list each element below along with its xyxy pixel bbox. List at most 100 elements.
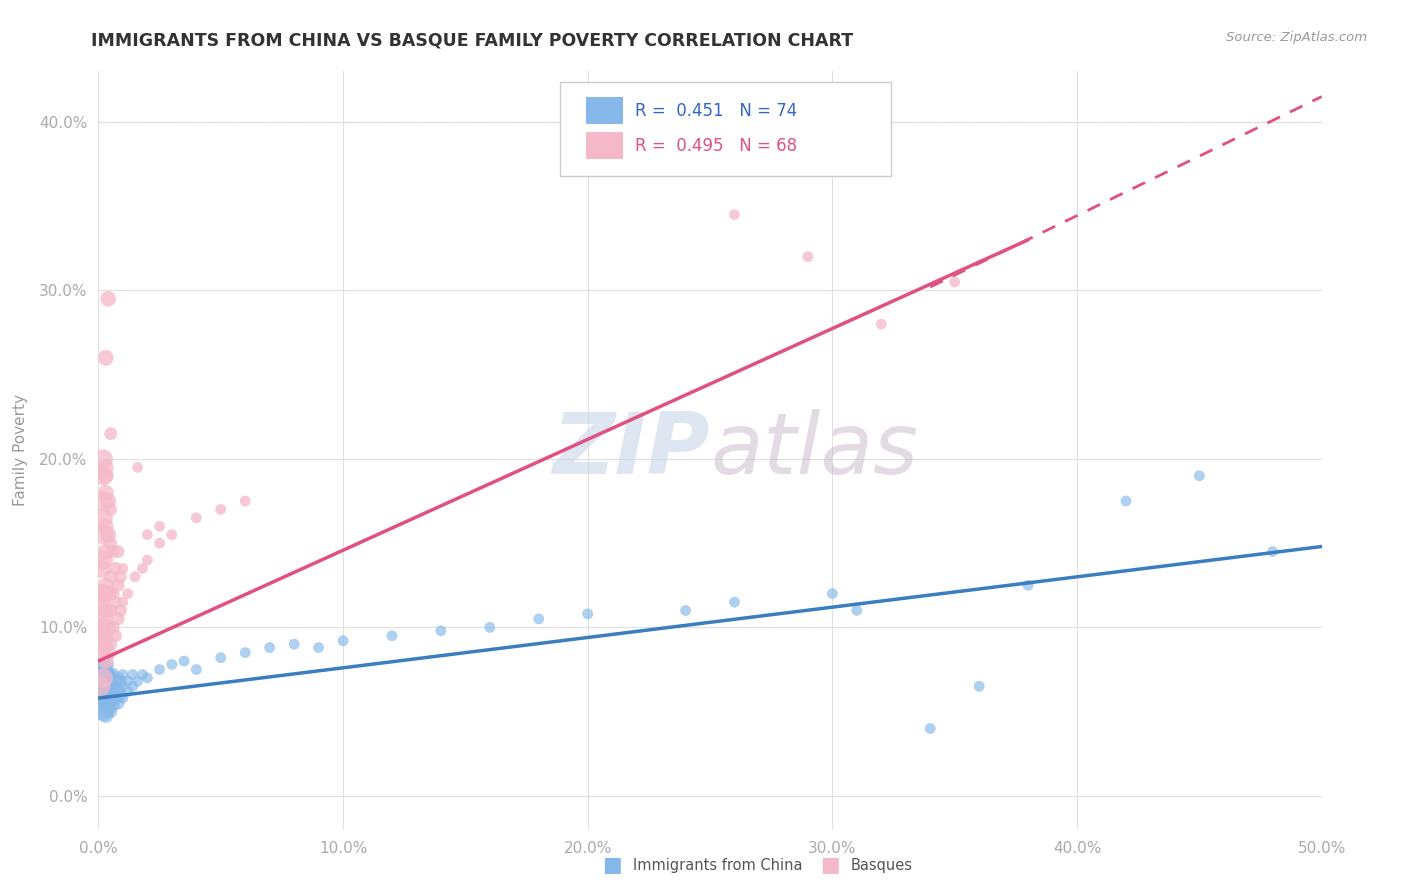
Point <box>111 561 134 575</box>
Point <box>136 671 159 685</box>
Point <box>160 657 183 672</box>
Point <box>186 663 208 677</box>
Point <box>723 595 745 609</box>
Point <box>90 696 112 710</box>
Point <box>90 629 112 643</box>
Point <box>90 646 112 660</box>
Point <box>104 691 127 706</box>
Point <box>821 587 844 601</box>
Point <box>91 661 114 675</box>
FancyBboxPatch shape <box>560 82 891 176</box>
Text: atlas: atlas <box>710 409 918 492</box>
Point <box>97 494 120 508</box>
Point <box>90 679 112 693</box>
Point <box>107 612 129 626</box>
Point <box>91 705 114 719</box>
Point <box>723 208 745 222</box>
Point <box>111 595 134 609</box>
Point <box>94 544 117 558</box>
Point <box>675 603 697 617</box>
Point <box>478 620 501 634</box>
Point <box>104 561 127 575</box>
Point <box>1115 494 1137 508</box>
Point <box>101 678 124 692</box>
Point <box>430 624 453 638</box>
Point <box>100 426 122 441</box>
Point <box>91 691 114 706</box>
Point <box>121 679 143 693</box>
Text: ■: ■ <box>602 855 621 875</box>
Point <box>131 667 153 681</box>
Point <box>90 688 112 702</box>
Point <box>94 578 117 592</box>
Point <box>1261 544 1284 558</box>
Point <box>94 629 117 643</box>
Point <box>100 688 122 702</box>
Point <box>100 671 122 685</box>
Point <box>283 637 305 651</box>
Point <box>110 570 132 584</box>
Point <box>209 650 232 665</box>
Point <box>91 494 114 508</box>
Point <box>94 674 117 689</box>
Point <box>107 544 129 558</box>
Point <box>97 646 120 660</box>
Point <box>117 684 139 698</box>
Point <box>136 553 159 567</box>
Y-axis label: Family Poverty: Family Poverty <box>13 394 28 507</box>
Point <box>90 679 112 693</box>
Point <box>576 607 599 621</box>
Point <box>117 674 139 689</box>
Point <box>332 633 354 648</box>
Point <box>160 527 183 541</box>
Point <box>90 561 112 575</box>
Point <box>100 502 122 516</box>
Point <box>91 637 114 651</box>
Point <box>101 620 124 634</box>
Point <box>94 681 117 695</box>
Point <box>101 544 124 558</box>
Text: Source: ZipAtlas.com: Source: ZipAtlas.com <box>1226 31 1367 45</box>
Point <box>97 292 120 306</box>
Point <box>91 667 114 681</box>
Point <box>233 494 256 508</box>
Point <box>94 696 117 710</box>
Point <box>91 527 114 541</box>
Bar <box>586 97 623 125</box>
Point <box>967 679 990 693</box>
Point <box>308 640 330 655</box>
Point <box>100 705 122 719</box>
Point <box>97 676 120 690</box>
Point <box>131 561 153 575</box>
Point <box>186 511 208 525</box>
Point <box>124 570 146 584</box>
Point <box>110 603 132 617</box>
Point <box>149 536 172 550</box>
Point <box>97 620 120 634</box>
Text: ZIP: ZIP <box>553 409 710 492</box>
Point <box>259 640 281 655</box>
Point <box>173 654 195 668</box>
Point <box>97 691 120 706</box>
Point <box>1017 578 1039 592</box>
Point <box>97 667 120 681</box>
Point <box>94 665 117 680</box>
Point <box>91 674 114 689</box>
Point <box>149 519 172 533</box>
Point <box>527 612 550 626</box>
Point <box>97 527 120 541</box>
Point <box>101 698 124 712</box>
Point <box>90 587 112 601</box>
Point <box>94 657 117 672</box>
Point <box>91 587 114 601</box>
Point <box>91 511 114 525</box>
Point <box>100 536 122 550</box>
Point <box>111 679 134 693</box>
Point <box>101 587 124 601</box>
Point <box>381 629 404 643</box>
Point <box>149 663 172 677</box>
Point <box>100 570 122 584</box>
Point <box>107 696 129 710</box>
Point <box>104 674 127 689</box>
Text: ■: ■ <box>820 855 839 875</box>
